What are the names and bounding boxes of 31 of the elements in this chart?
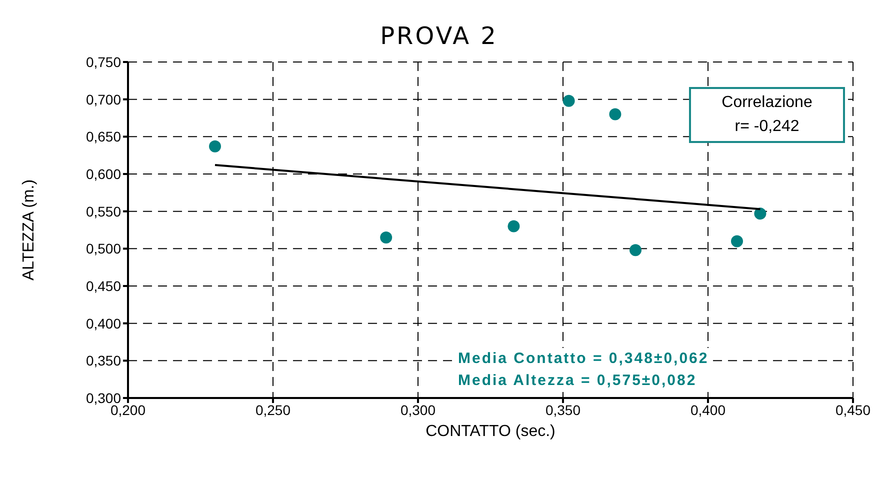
point [380, 231, 392, 244]
x-axis-title: CONTATTO (sec.) [426, 423, 556, 440]
point [508, 220, 520, 232]
point [609, 108, 622, 120]
point [731, 235, 743, 248]
y-tick-label: 0,650 [86, 128, 122, 145]
label-frame: Correlazione r= -0,242 [689, 87, 845, 143]
y-tick-label: 0,700 [86, 91, 122, 108]
point [754, 208, 766, 220]
y-tick-label: 0,450 [86, 278, 122, 294]
y-tick-label: 0,300 [86, 390, 122, 406]
x-tick-label: 0,300 [400, 402, 436, 418]
x-tick-label: 0,450 [835, 402, 871, 418]
annotation: Media Altezza = 0,575±0,082 [458, 371, 698, 391]
x-tick-label: 0,400 [690, 402, 726, 418]
annotation: r= -0,242 [734, 117, 800, 137]
point [630, 244, 642, 256]
annotation: Correlazione [720, 93, 814, 113]
y-axis-title: ALTEZZA (m.) [20, 179, 38, 281]
x-tick-label: 0,250 [255, 402, 291, 418]
y-tick-label: 0,400 [86, 315, 122, 332]
annotation: Media Contatto = 0,348±0,062 [458, 349, 709, 369]
y-tick-label: 0,500 [86, 240, 122, 257]
x-tick-label: 0,350 [545, 402, 581, 418]
y-tick-label: 0,350 [86, 352, 122, 369]
y-tick-label: 0,600 [86, 166, 122, 182]
y-tick-label: 0,750 [86, 54, 122, 70]
y-tick-label: 0,550 [86, 203, 122, 220]
point [209, 140, 221, 152]
chart-title: PROVA 2 [379, 22, 499, 50]
point [562, 94, 575, 107]
